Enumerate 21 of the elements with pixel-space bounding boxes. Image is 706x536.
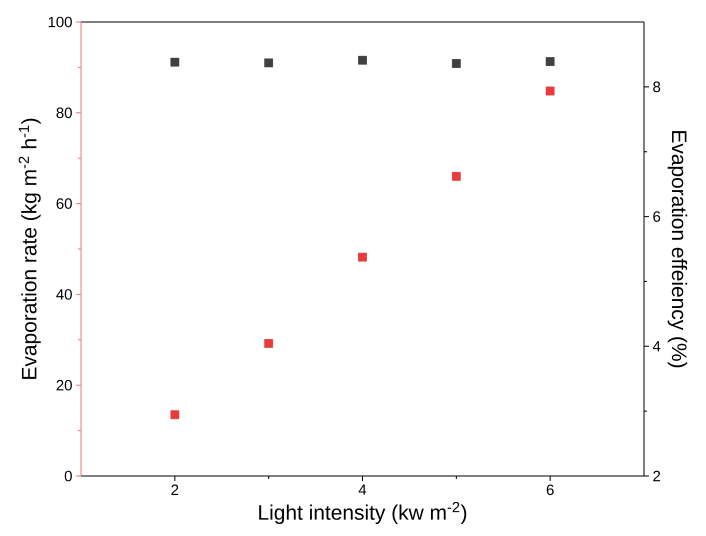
point [546, 86, 555, 96]
y-tick-label: 100 [48, 16, 72, 28]
y-tick-label: 40 [56, 289, 72, 300]
x-axis-title: Light intensity (kw m$^{-2}$) [259, 502, 466, 524]
y-axis-title: Evaporation rate (kg m$^{-2}$ h$^{-1}$) [18, 118, 41, 379]
point [264, 339, 274, 348]
y-tick-label: 60 [56, 198, 72, 209]
point [170, 410, 180, 420]
x-tick-label: 4 [358, 484, 366, 495]
y-tick-label: 0 [64, 470, 72, 482]
y2-tick-label: 6 [653, 211, 660, 222]
x-tick-label: 2 [171, 484, 178, 495]
y2-axis-title: Evaporation effeiency (%) [668, 131, 688, 368]
y2-tick-label: 2 [653, 470, 660, 482]
point [358, 252, 367, 262]
y-tick-label: 20 [56, 380, 72, 390]
y2-tick-label: 4 [652, 341, 660, 352]
y-tick-label: 80 [56, 108, 72, 118]
point [452, 172, 461, 181]
x-tick-label: 6 [546, 484, 554, 496]
y2-tick-label: 8 [653, 82, 660, 92]
